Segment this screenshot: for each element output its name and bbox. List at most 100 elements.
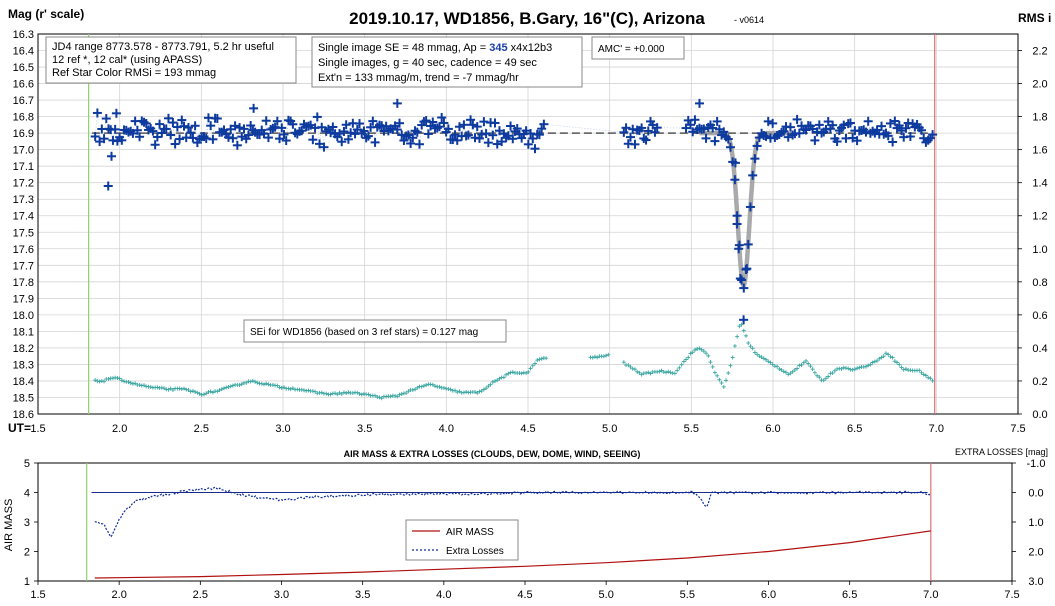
- data-point-sei: [679, 362, 684, 367]
- data-point-sei: [497, 376, 502, 381]
- data-point-sei: [777, 366, 782, 371]
- x-tick-label: 2.5: [194, 423, 209, 435]
- data-point-sei: [486, 384, 491, 389]
- data-point-sei: [404, 391, 409, 396]
- data-point-mag: [170, 139, 180, 149]
- data-point-mag: [725, 142, 735, 152]
- data-point-mag: [785, 122, 795, 132]
- data-point-sei: [210, 390, 215, 395]
- data-point-sei: [473, 390, 478, 395]
- data-point-sei: [877, 356, 882, 361]
- x-tick-label: 6.0: [765, 423, 780, 435]
- data-point-sei: [879, 355, 884, 360]
- y-tick-label: 18.3: [13, 359, 34, 371]
- data-point-sei: [708, 360, 713, 365]
- data-point-sei: [728, 363, 733, 368]
- data-point-sei: [215, 389, 220, 394]
- data-point-mag: [743, 239, 753, 249]
- data-point-sei: [453, 388, 458, 393]
- data-point-mag: [708, 123, 718, 133]
- bottom-y2-tick-label: 2.0: [1028, 547, 1043, 559]
- data-point-sei: [839, 366, 844, 371]
- bottom-y2-label: EXTRA LOSSES [mag]: [955, 447, 1048, 457]
- data-point-mag: [111, 108, 121, 118]
- data-point-sei: [826, 374, 831, 379]
- y-tick-label: 16.9: [13, 128, 34, 140]
- y-axis-label: Mag (r' scale): [8, 7, 84, 21]
- data-point-sei: [222, 386, 227, 391]
- data-point-sei: [821, 378, 826, 383]
- data-point-sei: [301, 388, 306, 393]
- data-point-mag: [528, 134, 538, 144]
- data-point-mag: [877, 121, 887, 131]
- data-point-mag: [135, 132, 145, 142]
- data-point-sei: [786, 372, 791, 377]
- data-point-mag: [763, 116, 773, 126]
- data-point-sei: [923, 373, 928, 378]
- data-point-sei: [388, 394, 393, 399]
- data-point-sei: [475, 390, 480, 395]
- bottom-x-tick-label: 7.0: [923, 589, 938, 601]
- data-point-sei: [850, 367, 855, 372]
- data-point-sei: [706, 353, 711, 358]
- data-point-sei: [801, 360, 806, 365]
- data-point-sei: [259, 381, 264, 386]
- data-point-mag: [832, 137, 842, 147]
- data-point-sei: [406, 389, 411, 394]
- data-point-sei: [495, 378, 500, 383]
- data-point-sei: [488, 382, 493, 387]
- data-point-sei: [277, 385, 282, 390]
- data-point-sei: [724, 378, 729, 383]
- y2-tick-label: 0.8: [1032, 277, 1047, 289]
- data-point-sei: [197, 391, 202, 396]
- data-point-sei: [595, 355, 600, 360]
- data-point-mag: [481, 129, 491, 139]
- legend-extra-losses: Extra Losses: [446, 546, 504, 557]
- data-point-sei: [872, 359, 877, 364]
- data-point-sei: [857, 365, 862, 370]
- data-point-sei: [875, 358, 880, 363]
- data-point-mag: [488, 130, 498, 140]
- data-point-mag: [650, 127, 660, 137]
- data-point-sei: [855, 366, 860, 371]
- data-point-sei: [477, 389, 482, 394]
- data-point-mag: [685, 120, 695, 130]
- data-point-mag: [243, 130, 253, 140]
- data-point-sei: [379, 396, 384, 401]
- x-axis-label: UT=: [8, 421, 31, 435]
- data-point-sei: [668, 370, 673, 375]
- bottom-x-tick-label: 2.5: [193, 589, 208, 601]
- data-point-sei: [357, 391, 362, 396]
- data-point-sei: [355, 390, 360, 395]
- bottom-legend: AIR MASS Extra Losses: [405, 519, 519, 561]
- data-point-sei: [635, 369, 640, 374]
- data-point-sei: [457, 389, 462, 394]
- data-point-sei: [481, 387, 486, 392]
- data-point-sei: [448, 387, 453, 392]
- data-point-mag: [768, 118, 778, 128]
- data-point-sei: [544, 356, 549, 361]
- x-tick-label: 3.0: [275, 423, 290, 435]
- data-point-mag: [652, 123, 662, 133]
- y-tick-label: 16.3: [13, 29, 34, 41]
- data-point-mag: [188, 133, 198, 143]
- info-range-line3: Ref Star Color RMSi = 193 mmag: [52, 67, 216, 79]
- y-tick-label: 17.9: [13, 293, 34, 305]
- bottom-x-tick-label: 5.5: [680, 589, 695, 601]
- data-point-mag: [506, 121, 516, 131]
- data-point-sei: [817, 375, 822, 380]
- sei-text: SEi for WD1856 (based on 3 ref stars) = …: [250, 327, 478, 338]
- data-point-sei: [195, 390, 200, 395]
- data-point-mag: [890, 116, 900, 126]
- bottom-y2-tick-label: 0.0: [1028, 488, 1043, 500]
- data-point-mag: [739, 283, 749, 293]
- data-point-mag: [630, 139, 640, 149]
- data-point-sei: [397, 392, 402, 397]
- data-point-mag: [852, 136, 862, 146]
- data-point-mag: [530, 144, 540, 154]
- data-point-mag: [621, 123, 631, 133]
- data-point-sei: [761, 356, 766, 361]
- data-point-sei: [928, 376, 933, 381]
- data-point-mag: [641, 135, 651, 145]
